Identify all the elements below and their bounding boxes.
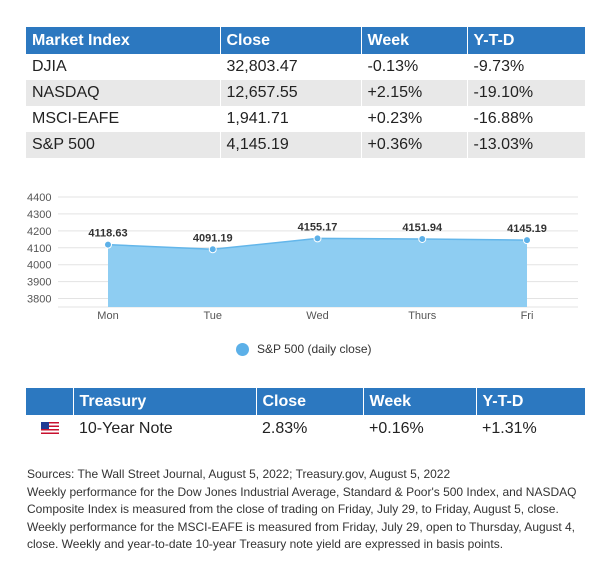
y-tick-label: 3900 <box>27 277 51 289</box>
data-label: 4145.19 <box>507 223 547 235</box>
index-ytd: -16.88% <box>467 106 585 132</box>
table-row: NASDAQ 12,657.55 +2.15% -19.10% <box>26 80 585 106</box>
treasury-close: 2.83% <box>256 415 363 442</box>
header-market-index: Market Index <box>26 27 221 54</box>
index-week: -0.13% <box>361 54 468 80</box>
legend-label: S&P 500 (daily close) <box>257 342 372 356</box>
methodology-note: Weekly performance for the Dow Jones Ind… <box>27 484 577 552</box>
data-label: 4091.19 <box>193 232 233 244</box>
index-close: 32,803.47 <box>220 54 362 80</box>
y-tick-label: 4400 <box>27 192 51 204</box>
x-tick-label: Thurs <box>408 310 437 322</box>
header-close: Close <box>220 27 362 54</box>
y-tick-label: 4000 <box>27 260 51 272</box>
data-label: 4155.17 <box>298 221 338 233</box>
index-close: 1,941.71 <box>220 106 362 132</box>
header-ytd: Y-T-D <box>467 27 585 54</box>
index-week: +0.36% <box>361 132 468 158</box>
index-week: +2.15% <box>361 80 468 106</box>
data-point <box>523 236 531 245</box>
header-flag <box>26 388 74 415</box>
data-label: 4118.63 <box>88 228 127 240</box>
sp500-area-chart: 4400 4300 4200 4100 4000 3900 3800 4118.63 4091.… <box>27 192 578 322</box>
table-row: 10-Year Note 2.83% +0.16% +1.31% <box>26 415 585 442</box>
data-point <box>418 234 427 243</box>
treasury-week: +0.16% <box>363 415 476 442</box>
x-tick-label: Fri <box>521 310 534 322</box>
index-close: 4,145.19 <box>220 132 362 158</box>
data-point <box>313 234 322 243</box>
y-tick-label: 4300 <box>27 209 51 221</box>
data-label: 4151.94 <box>402 222 443 234</box>
table-row: MSCI-EAFE 1,941.71 +0.23% -16.88% <box>26 106 585 132</box>
treasury-table: Treasury Close Week Y-T-D 10-Year Note 2… <box>26 388 585 442</box>
market-index-table: Market Index Close Week Y-T-D DJIA 32,80… <box>26 27 585 158</box>
x-tick-label: Mon <box>97 310 118 322</box>
flag-cell <box>26 415 73 442</box>
chart-legend: S&P 500 (daily close) <box>236 342 372 356</box>
header-week: Week <box>361 27 468 54</box>
index-close: 12,657.55 <box>220 80 362 106</box>
header-week: Week <box>363 388 477 415</box>
y-tick-label: 4100 <box>27 243 51 255</box>
index-name: NASDAQ <box>26 80 221 106</box>
treasury-header-row: Treasury Close Week Y-T-D <box>26 388 585 415</box>
index-week: +0.23% <box>361 106 468 132</box>
legend-marker <box>236 342 249 356</box>
index-ytd: -19.10% <box>467 80 585 106</box>
y-tick-label: 3800 <box>27 294 51 306</box>
us-flag-icon <box>40 422 59 435</box>
market-index-header-row: Market Index Close Week Y-T-D <box>26 27 585 54</box>
y-tick-label: 4200 <box>27 226 51 238</box>
sources-note: Sources: The Wall Street Journal, August… <box>27 466 589 554</box>
data-point <box>104 240 112 249</box>
table-row: DJIA 32,803.47 -0.13% -9.73% <box>26 54 585 80</box>
table-row: S&P 500 4,145.19 +0.36% -13.03% <box>26 132 585 158</box>
x-tick-label: Wed <box>306 310 328 322</box>
x-tick-label: Tue <box>203 310 222 322</box>
index-ytd: -13.03% <box>467 132 585 158</box>
index-name: DJIA <box>26 54 221 80</box>
header-close: Close <box>256 388 364 415</box>
sources-line: Sources: The Wall Street Journal, August… <box>27 467 451 481</box>
header-treasury: Treasury <box>73 388 257 415</box>
index-name: MSCI-EAFE <box>26 106 221 132</box>
header-ytd: Y-T-D <box>476 388 585 415</box>
series-area <box>108 238 527 307</box>
data-point <box>208 245 217 254</box>
treasury-ytd: +1.31% <box>476 415 585 442</box>
treasury-name: 10-Year Note <box>73 415 256 442</box>
index-ytd: -9.73% <box>467 54 585 80</box>
index-name: S&P 500 <box>26 132 221 158</box>
